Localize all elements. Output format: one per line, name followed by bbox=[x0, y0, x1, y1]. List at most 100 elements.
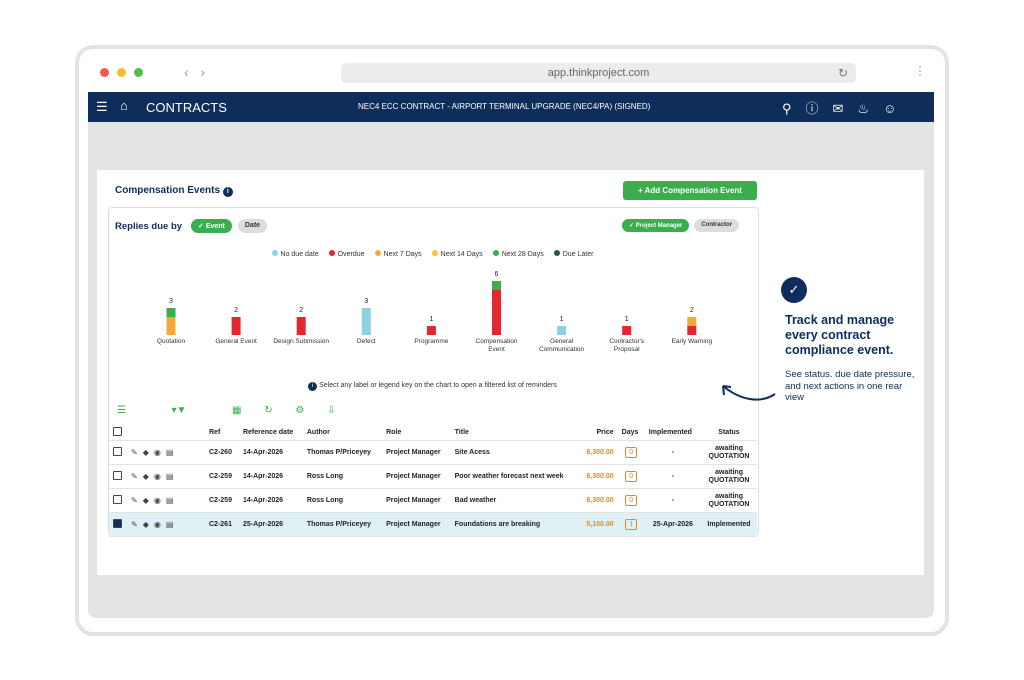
bar-segment[interactable] bbox=[296, 317, 306, 335]
legend: No due date Overdue Next 7 Days Next 14 Day… bbox=[108, 250, 757, 258]
bar-segment[interactable] bbox=[492, 290, 501, 335]
category-label[interactable]: Early Warning bbox=[671, 338, 713, 345]
legend-dot bbox=[431, 250, 438, 256]
cell: C2-261 bbox=[205, 512, 239, 537]
legend-item[interactable]: Due Later bbox=[553, 250, 594, 258]
total-label: 3 bbox=[169, 298, 173, 305]
category-label[interactable]: General Communication bbox=[539, 338, 585, 353]
legend-item[interactable]: Overdue bbox=[328, 250, 365, 258]
legend-text: Next 14 Days bbox=[440, 251, 483, 258]
filter-text: Project Manager bbox=[635, 223, 683, 229]
cell: awaiting QUOTATION bbox=[701, 488, 757, 513]
bar-segment[interactable] bbox=[687, 317, 697, 326]
table-row[interactable]: ✎◆◉▤ C2-259 14-Apr-2026 Ross Long Project Ma… bbox=[109, 464, 757, 489]
legend-dot bbox=[374, 250, 381, 256]
toggle[interactable]: ✓ Event bbox=[191, 219, 232, 233]
category-label[interactable]: Contractor's Proposal bbox=[609, 338, 645, 353]
cell: 14-Apr-2026 bbox=[238, 440, 303, 465]
bar-segment[interactable] bbox=[426, 326, 436, 335]
bar-segment[interactable] bbox=[622, 326, 632, 335]
toggles: ✓ Event Date bbox=[191, 219, 268, 233]
table: Ref Reference date Author Role Title Price Day… bbox=[109, 424, 757, 537]
checkbox[interactable] bbox=[109, 488, 127, 513]
cell: - bbox=[644, 488, 701, 513]
cell bbox=[127, 424, 205, 441]
legend-item[interactable]: Next 7 Days bbox=[374, 250, 422, 258]
bar-segment[interactable] bbox=[687, 326, 697, 335]
cell: Project Manager bbox=[382, 488, 451, 513]
cell: 6,300.00 bbox=[578, 488, 618, 513]
cell bbox=[109, 424, 127, 441]
toolbar[interactable]: ☰ ▾▼ ▦ ↻ ⚙ ⇩ bbox=[117, 405, 336, 416]
table-row[interactable]: ✎◆◉▤ C2-260 14-Apr-2026 Thomas P/Priceyey Pr… bbox=[109, 440, 757, 465]
add-button[interactable]: + Add Compensation Event bbox=[623, 181, 757, 200]
legend-text: No due date bbox=[280, 251, 319, 258]
category-label[interactable]: Compensation Event bbox=[475, 338, 518, 353]
hint: i Select any label or legend key on the … bbox=[108, 382, 757, 391]
nav-bar: ☰ ⌂ CONTRACTS NEC4 ECC CONTRACT - AIRPOR… bbox=[88, 92, 934, 122]
category-label[interactable]: Programme bbox=[414, 338, 449, 345]
cell: 6,300.00 bbox=[578, 440, 618, 465]
column-header: Days bbox=[617, 424, 645, 441]
bar-segment[interactable] bbox=[166, 308, 176, 317]
category-label[interactable]: Design Submission bbox=[273, 338, 329, 345]
category-label[interactable]: Quotation bbox=[156, 338, 186, 345]
legend-dot bbox=[553, 250, 560, 256]
cell: Project Manager bbox=[382, 440, 451, 465]
hamburger[interactable]: ☰ bbox=[96, 99, 108, 114]
hint-text: Select any label or legend key on the ch… bbox=[319, 382, 557, 389]
total-label: 2 bbox=[299, 307, 303, 314]
cell: 0 bbox=[617, 464, 645, 489]
bar-segment[interactable] bbox=[492, 281, 501, 290]
table-row[interactable]: ✎◆◉▤ C2-261 25-Apr-2026 Thomas P/Priceyey Pr… bbox=[109, 512, 757, 537]
checkbox[interactable] bbox=[109, 512, 127, 537]
check-badge: ✓ bbox=[781, 277, 807, 303]
checkbox[interactable] bbox=[109, 464, 127, 489]
row-actions[interactable]: ✎◆◉▤ bbox=[127, 488, 205, 513]
checkbox[interactable] bbox=[109, 440, 127, 465]
address-bar[interactable]: app.thinkproject.com bbox=[341, 63, 856, 83]
cell: - bbox=[644, 440, 701, 465]
callout-title: Track and manage every contract complian… bbox=[785, 313, 895, 357]
row-actions[interactable]: ✎◆◉▤ bbox=[127, 440, 205, 465]
category-label[interactable]: Defect bbox=[356, 338, 376, 345]
cell: C2-260 bbox=[205, 440, 239, 465]
cell: Site Acess bbox=[450, 440, 579, 465]
bar-segment[interactable] bbox=[231, 317, 241, 335]
legend-dot bbox=[492, 250, 499, 256]
back[interactable]: ‹ › bbox=[184, 64, 205, 80]
device-frame bbox=[75, 45, 949, 636]
column-header: Implemented bbox=[644, 424, 701, 441]
cell: Thomas P/Priceyey bbox=[302, 512, 383, 537]
table-row[interactable]: ✎◆◉▤ C2-259 14-Apr-2026 Ross Long Project Ma… bbox=[109, 488, 757, 513]
nav-icons[interactable]: ⚲ⓘ✉♨☺ bbox=[782, 101, 911, 116]
bar-segment[interactable] bbox=[557, 326, 567, 335]
menu[interactable]: ⋮ bbox=[914, 64, 926, 78]
bar-segment[interactable] bbox=[361, 308, 371, 335]
app-title: CONTRACTS bbox=[146, 100, 227, 115]
cell: - bbox=[644, 464, 701, 489]
toggle[interactable]: Date bbox=[237, 219, 268, 233]
filter[interactable]: Contractor bbox=[694, 219, 740, 232]
legend-item[interactable]: Next 14 Days bbox=[431, 250, 483, 258]
legend-item[interactable]: Next 28 Days bbox=[492, 250, 544, 258]
total-label: 2 bbox=[690, 307, 694, 314]
home[interactable]: ⌂ bbox=[120, 98, 128, 113]
cell: Ross Long bbox=[302, 488, 383, 513]
row-actions[interactable]: ✎◆◉▤ bbox=[127, 512, 205, 537]
row-actions[interactable]: ✎◆◉▤ bbox=[127, 464, 205, 489]
cell: C2-259 bbox=[205, 464, 239, 489]
reload[interactable]: ↻ bbox=[838, 66, 849, 80]
category-label[interactable]: General Event bbox=[215, 338, 257, 345]
days-badge: 0 bbox=[625, 471, 638, 482]
legend-item[interactable]: No due date bbox=[271, 250, 319, 258]
cell: 0 bbox=[617, 488, 645, 513]
total-label: 1 bbox=[625, 316, 629, 323]
cell: 25-Apr-2026 bbox=[238, 512, 303, 537]
filter[interactable]: ✓ Project Manager bbox=[622, 219, 690, 232]
bar-segment[interactable] bbox=[166, 317, 176, 335]
legend-text: Due Later bbox=[562, 251, 594, 258]
column-header: Reference date bbox=[238, 424, 303, 441]
